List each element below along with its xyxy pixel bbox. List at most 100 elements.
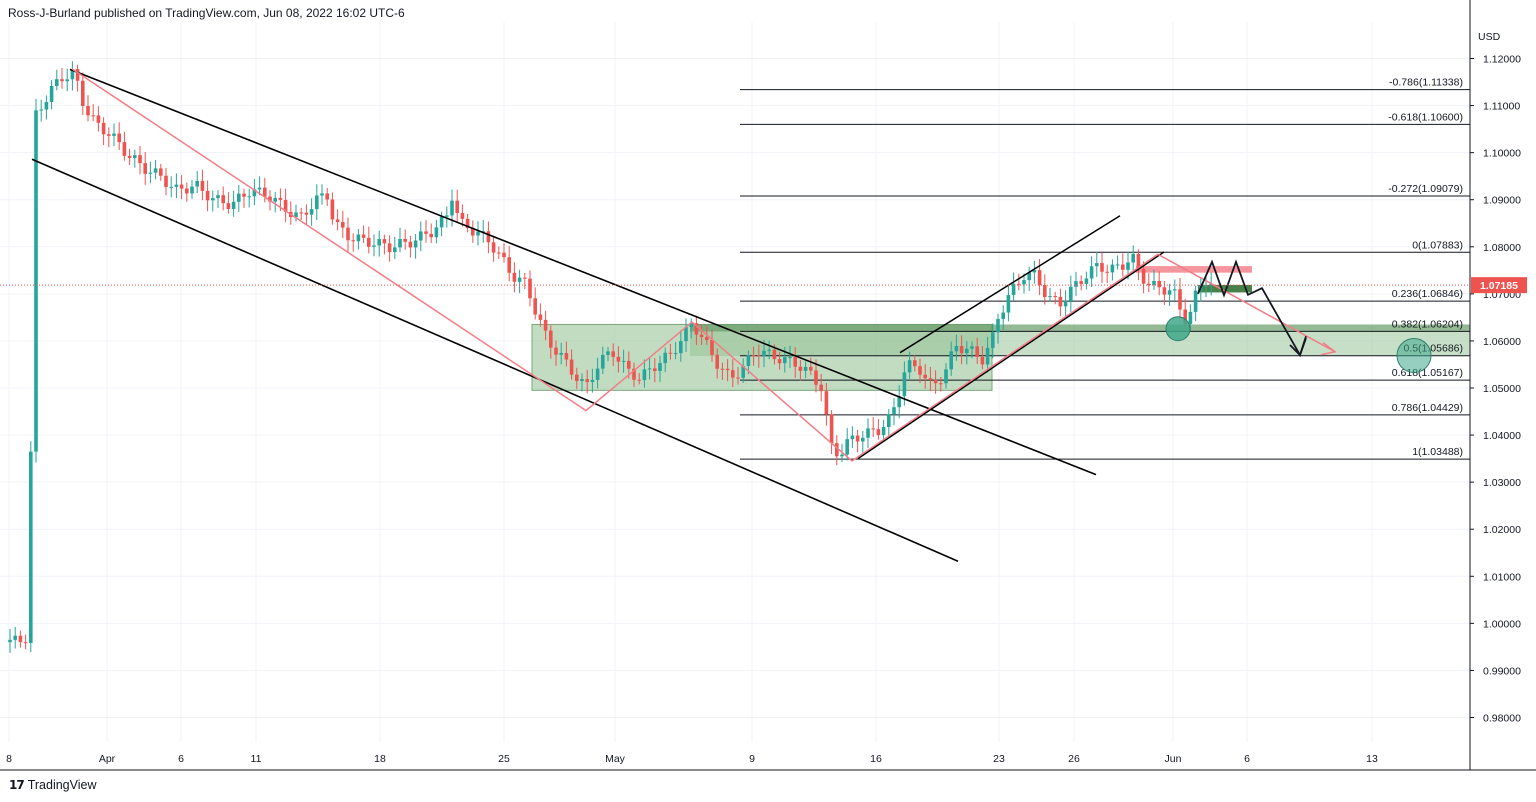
candle-body [169,186,173,188]
candle-body [1162,287,1167,295]
candle-body [346,227,350,241]
candle-body [1105,271,1109,273]
candle-body [450,200,454,216]
candle-body [179,184,184,189]
candle-body [1069,286,1073,301]
candle-body [278,197,283,200]
candle-body [107,134,111,136]
candle-body [1188,311,1193,324]
candle-body [959,345,964,354]
candle-body [1173,289,1177,291]
attribution-text: Ross-J-Burland published on TradingView.… [8,6,405,20]
candle-body [1131,253,1135,263]
candle-body [330,199,335,220]
candle-body [949,351,953,370]
candle-body [985,347,990,365]
candle-body [585,379,589,383]
candle-body [148,172,153,174]
candle-body [1017,283,1021,285]
candle-body [1079,281,1083,284]
candle-body [861,437,865,442]
candle-body [918,366,922,375]
candle-body [637,379,641,381]
candle-body [413,240,418,248]
candle-body [647,368,652,370]
candle-body [814,370,818,385]
fib-label: -0.786(1.11338) [1389,77,1463,89]
candle-body [434,227,439,238]
candle-body [185,188,189,194]
candle-body [138,155,142,164]
candle-body [564,352,569,360]
candle-body [387,243,392,252]
candle-body [13,635,17,640]
candle-body [242,193,246,197]
candle-body [96,115,101,123]
candle-body [741,366,745,378]
candle-body [465,218,470,228]
candle-body [1058,296,1063,307]
candle-body [803,366,808,371]
circle-marker [1396,338,1432,374]
y-tick-label: 1.06000 [1483,336,1521,348]
candle-body [1100,263,1104,272]
candle-body [486,231,491,243]
candle-body [247,196,251,198]
candle-body [595,368,600,380]
candle-body [528,278,532,299]
x-tick-label: 18 [374,753,386,765]
candle-body [658,363,662,371]
candle-body [1121,264,1125,270]
projection-path [1197,259,1307,358]
candle-body [611,351,615,357]
candle-body [517,277,522,282]
candle-body [112,133,116,136]
candle-body [684,327,688,342]
candle-body [538,314,543,320]
candle-body [117,133,121,143]
candle-body [341,222,345,228]
y-tick-label: 1.01000 [1483,571,1521,583]
candle-body [252,189,257,197]
candle-body [351,240,355,242]
candle-body [705,337,709,340]
candle-body [590,379,595,383]
candle-body [606,351,610,355]
candle-body [75,69,80,81]
candle-body [268,196,272,202]
candle-body [793,357,797,367]
candle-body [559,352,563,355]
candle-body [1027,272,1031,281]
candle-body [1006,295,1011,313]
candle-body [325,193,329,200]
candle-body [221,195,225,204]
candle-body [533,298,537,315]
y-tick-label: 1.04000 [1483,430,1521,442]
candle-body [65,79,69,82]
candle-body [361,234,366,238]
candle-body [663,352,667,364]
circle-marker [1165,316,1191,342]
candle-body [257,187,262,190]
candle-body [866,428,870,438]
x-tick-label: 13 [1366,753,1378,765]
candle-body [309,209,314,215]
candle-body [159,168,163,176]
footer-brand[interactable]: 17 TradingView [9,778,97,792]
candle-body [122,142,127,156]
fib-label: -0.272(1.09079) [1388,183,1463,195]
candle-body [1157,280,1161,288]
candle-body [710,339,714,355]
candle-body [382,239,387,244]
resistance-box [1136,266,1252,273]
x-tick-label: 16 [870,753,882,765]
candle-body [575,374,579,382]
candle-body [429,233,433,238]
fibonacci-levels: -0.786(1.11338) -0.618(1.10600) -0.272(1.0… [740,77,1470,460]
tradingview-logo-icon: 17 [9,778,25,792]
candle-body [689,323,693,328]
candle-body [60,79,64,82]
candle-body [694,323,699,335]
candle-body [34,110,38,452]
